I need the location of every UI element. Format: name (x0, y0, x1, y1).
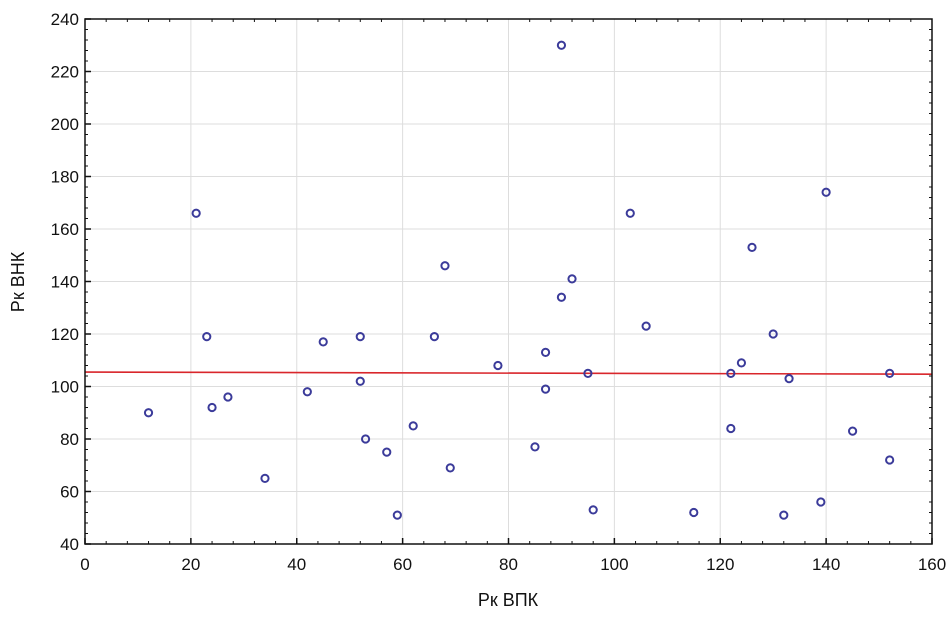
data-point (821, 187, 831, 197)
y-tick-label: 140 (51, 273, 79, 292)
x-tick-label: 120 (706, 555, 734, 574)
data-point (493, 360, 503, 371)
data-point (440, 261, 450, 271)
data-point (847, 426, 858, 436)
x-tick-label: 140 (812, 555, 840, 574)
y-tick-label: 80 (60, 430, 79, 449)
data-point (779, 510, 789, 520)
y-tick-label: 100 (51, 378, 79, 397)
y-tick-label: 120 (51, 325, 79, 344)
points (143, 40, 895, 520)
data-point (355, 332, 365, 342)
data-point (360, 434, 371, 444)
y-tick-label: 160 (51, 220, 79, 239)
y-axis-label: Рк ВНК (8, 251, 28, 312)
x-tick-label: 80 (499, 555, 518, 574)
data-point (588, 505, 598, 515)
data-point (202, 332, 212, 342)
regression-line (84, 371, 933, 375)
x-axis-label: Рк ВПК (478, 590, 539, 610)
data-point (726, 368, 736, 378)
data-point (625, 208, 635, 218)
fit-line-group (84, 371, 933, 375)
data-point (429, 332, 439, 342)
data-point (530, 442, 540, 452)
data-point (583, 368, 593, 378)
x-tick-label: 100 (600, 555, 628, 574)
data-point (540, 384, 551, 394)
data-point (382, 447, 392, 457)
y-tick-label: 220 (51, 63, 79, 82)
x-tick-label: 60 (393, 555, 412, 574)
data-point (816, 497, 826, 507)
ticks: 0 20 40 60 80 100 120 140 160 40 60 80 100 120 140 160 1… (51, 10, 947, 574)
data-point (641, 321, 651, 331)
x-tick-label: 40 (287, 555, 306, 574)
x-tick-label: 0 (80, 555, 89, 574)
data-point (207, 402, 217, 413)
data-point (260, 473, 270, 483)
data-point (408, 421, 418, 431)
data-point (689, 507, 699, 518)
data-point (726, 423, 736, 434)
grid (84, 18, 933, 545)
data-point (355, 376, 365, 386)
data-point (556, 40, 567, 50)
data-point (392, 510, 402, 520)
y-tick-label: 200 (51, 115, 79, 134)
data-point (768, 329, 778, 339)
y-tick-label: 240 (51, 10, 79, 29)
data-point (540, 347, 551, 357)
data-point (885, 368, 895, 378)
data-point (445, 463, 455, 473)
y-tick-label: 60 (60, 483, 79, 502)
data-point (223, 392, 233, 402)
data-point (318, 337, 328, 347)
data-point (302, 387, 312, 397)
data-point (736, 358, 747, 368)
data-point (567, 274, 577, 284)
x-tick-label: 20 (181, 555, 200, 574)
data-point (191, 208, 201, 218)
data-point (747, 242, 757, 252)
data-point (143, 408, 154, 418)
data-point (556, 292, 567, 302)
data-point (784, 374, 794, 384)
data-point (885, 455, 895, 465)
y-tick-label: 180 (51, 168, 79, 187)
y-tick-label: 40 (60, 535, 79, 554)
x-tick-label: 160 (918, 555, 946, 574)
